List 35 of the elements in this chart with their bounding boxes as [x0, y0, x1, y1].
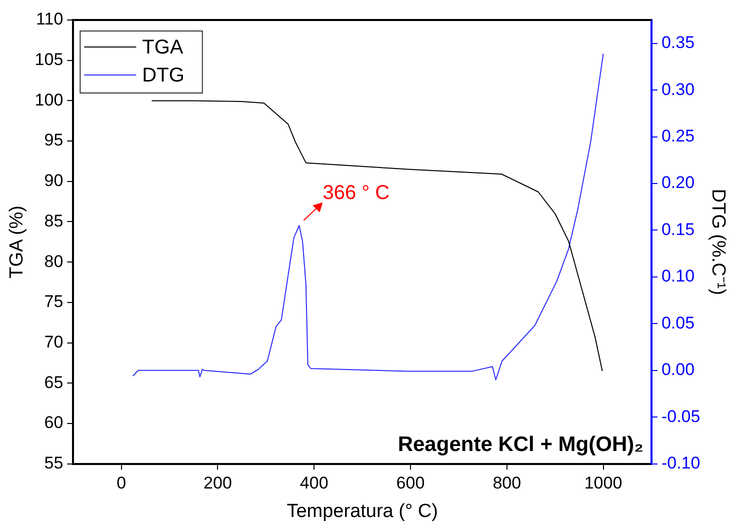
legend-label: TGA — [142, 36, 184, 59]
y2-tick-label: 0.30 — [661, 80, 695, 99]
y-tick-label: 110 — [36, 10, 64, 29]
y-tick-label: 70 — [44, 332, 64, 352]
x-axis-title: Temperatura (° C) — [286, 500, 438, 522]
y-tick-label: 60 — [44, 413, 64, 432]
x-tick-label: 200 — [204, 474, 232, 493]
y-tick-label: 105 — [34, 50, 64, 70]
y2-tick-label: 0.35 — [661, 33, 695, 52]
y2-tick-label: 0.00 — [661, 360, 695, 380]
y-tick-label: 55 — [44, 453, 64, 472]
y2-tick-label: 0.20 — [661, 173, 695, 192]
y-tick-label: 75 — [44, 292, 64, 312]
y-tick-label: 80 — [44, 252, 64, 271]
y-axis-title: TGA (%) — [6, 205, 28, 278]
y2-tick-label: -0.05 — [661, 406, 700, 426]
annotation: 366 ° C — [322, 182, 390, 204]
x-tick-label: 0 — [116, 474, 126, 493]
y2-tick-label: 0.25 — [661, 126, 695, 146]
y2-axis-title: DTG (%.C⁻¹) — [707, 188, 728, 296]
y2-tick-label: 0.10 — [661, 266, 695, 286]
x-tick-label: 400 — [300, 474, 328, 493]
y2-tick-label: 0.05 — [661, 313, 695, 332]
x-tick-label: 800 — [492, 474, 522, 493]
x-tick-label: 600 — [396, 474, 425, 493]
y-tick-label: 85 — [44, 211, 64, 230]
legend-label: DTG — [142, 64, 184, 87]
y-tick-label: 65 — [44, 372, 64, 392]
y-tick-label: 95 — [44, 130, 64, 150]
y-tick-label: 90 — [44, 171, 64, 190]
y2-tick-label: 0.15 — [661, 220, 695, 239]
annotation: Reagente KCl + Mg(OH)₂ — [398, 433, 644, 456]
y-tick-label: 100 — [34, 90, 64, 110]
x-tick-label: 1000 — [584, 474, 622, 493]
y2-tick-label: -0.10 — [661, 453, 700, 472]
